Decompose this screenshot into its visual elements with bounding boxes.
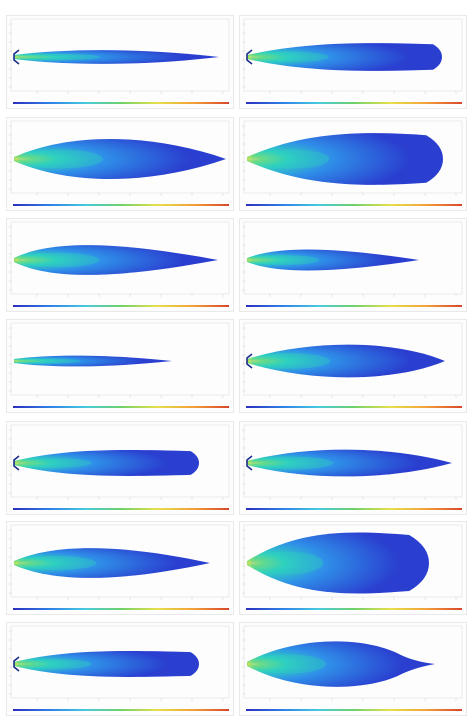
plume-panel xyxy=(239,421,467,515)
plume-core xyxy=(251,551,324,574)
plume-core xyxy=(18,659,92,669)
colorbar xyxy=(13,102,229,104)
colorbar xyxy=(246,508,462,510)
plume-plot xyxy=(240,623,467,716)
plume-core xyxy=(251,353,330,368)
plume-panel xyxy=(6,421,234,515)
plume-panel xyxy=(239,521,467,615)
plume-plot xyxy=(7,16,234,109)
plume-plot xyxy=(240,320,467,413)
colorbar xyxy=(246,102,462,104)
plume-panel xyxy=(239,117,467,211)
colorbar xyxy=(13,305,229,307)
plume-plot xyxy=(240,522,467,615)
colorbar xyxy=(246,608,462,610)
plume-panel xyxy=(239,622,467,716)
plume-plot xyxy=(240,422,467,515)
plume-plot xyxy=(7,522,234,615)
plume-core xyxy=(251,457,333,470)
plume-plot xyxy=(240,118,467,211)
plume-core xyxy=(18,150,103,169)
colorbar xyxy=(246,204,462,206)
plume-core xyxy=(250,255,319,265)
colorbar xyxy=(13,508,229,510)
plume-core xyxy=(251,149,329,169)
colorbar xyxy=(13,204,229,206)
plume-panel xyxy=(6,15,234,109)
plume-core xyxy=(251,655,326,674)
colorbar xyxy=(246,406,462,408)
plume-core xyxy=(18,556,96,570)
colorbar xyxy=(246,709,462,711)
plume-core xyxy=(18,54,100,60)
plume-plot xyxy=(7,219,234,312)
plume-panel xyxy=(6,319,234,413)
plume-plot xyxy=(7,320,234,413)
colorbar xyxy=(13,406,229,408)
plume-plot xyxy=(7,118,234,211)
plume-core xyxy=(251,52,329,63)
plume-panel xyxy=(239,218,467,312)
plume-panel xyxy=(239,319,467,413)
plume-panel xyxy=(6,117,234,211)
colorbar xyxy=(13,709,229,711)
plume-core xyxy=(18,253,100,267)
plume-panel xyxy=(6,218,234,312)
plume-plot xyxy=(240,219,467,312)
plume-core xyxy=(17,359,80,364)
plume-plot xyxy=(240,16,467,109)
plume-plot xyxy=(7,623,234,716)
plume-panel xyxy=(6,622,234,716)
colorbar xyxy=(246,305,462,307)
plume-panel xyxy=(239,15,467,109)
plume-panel xyxy=(6,521,234,615)
colorbar xyxy=(13,608,229,610)
plume-core xyxy=(18,458,92,468)
plume-plot xyxy=(7,422,234,515)
